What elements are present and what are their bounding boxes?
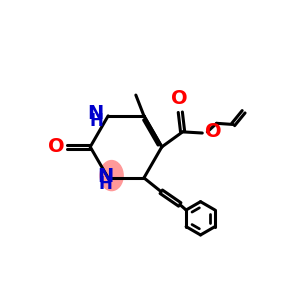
Text: N: N [87,103,103,123]
Text: O: O [48,137,64,156]
Text: H: H [89,112,103,130]
Text: H: H [99,175,113,193]
Ellipse shape [100,160,123,190]
Text: O: O [205,122,222,141]
Text: N: N [98,167,114,185]
Text: O: O [171,89,188,108]
